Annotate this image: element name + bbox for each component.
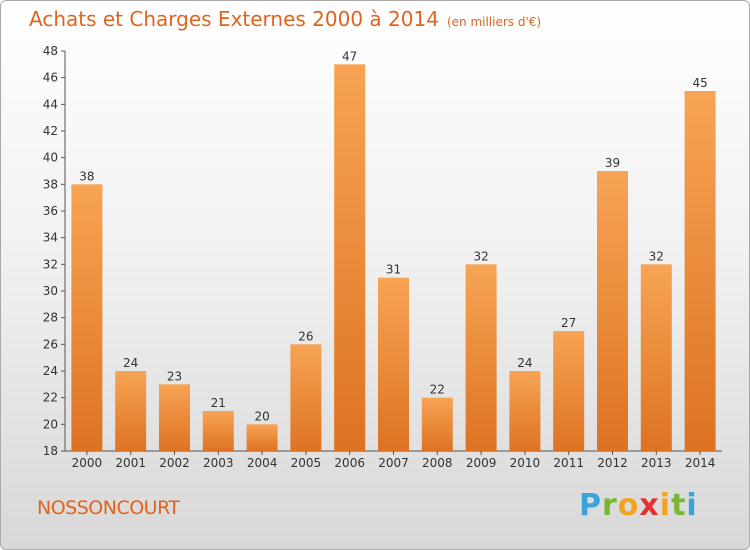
y-tick-label: 48 bbox=[43, 44, 58, 58]
x-tick-label: 2006 bbox=[334, 456, 365, 470]
bar bbox=[115, 371, 147, 451]
chart-title-block: Achats et Charges Externes 2000 à 2014 (e… bbox=[29, 7, 541, 31]
y-tick-label: 34 bbox=[43, 231, 58, 245]
commune-name: NOSSONCOURT bbox=[37, 497, 180, 519]
bar bbox=[640, 264, 672, 451]
y-tick-label: 36 bbox=[43, 204, 58, 218]
bar bbox=[597, 171, 628, 451]
x-tick-label: 2009 bbox=[466, 456, 497, 470]
y-tick-label: 42 bbox=[43, 124, 58, 138]
bar-value-label: 20 bbox=[254, 409, 269, 423]
y-tick-label: 22 bbox=[43, 391, 58, 405]
bar-value-label: 39 bbox=[605, 156, 620, 170]
bar-value-label: 26 bbox=[298, 329, 313, 343]
x-tick-label: 2007 bbox=[378, 456, 409, 470]
bar bbox=[71, 184, 103, 452]
y-tick-label: 30 bbox=[43, 284, 58, 298]
bar bbox=[684, 91, 716, 451]
bar bbox=[421, 397, 453, 451]
x-tick-label: 2004 bbox=[247, 456, 278, 470]
y-tick-label: 32 bbox=[43, 257, 58, 271]
bar-value-label: 45 bbox=[692, 76, 707, 90]
x-tick-label: 2005 bbox=[291, 456, 322, 470]
y-tick-label: 28 bbox=[43, 311, 58, 325]
bar-value-label: 27 bbox=[561, 316, 576, 330]
bar-value-label: 24 bbox=[517, 356, 532, 370]
x-tick-label: 2013 bbox=[641, 456, 672, 470]
bar-value-label: 32 bbox=[649, 249, 664, 263]
y-tick-label: 40 bbox=[43, 151, 58, 165]
x-tick-label: 2014 bbox=[685, 456, 716, 470]
bar-value-label: 32 bbox=[473, 249, 488, 263]
chart-subtitle: (en milliers d'€) bbox=[446, 15, 542, 29]
x-tick-label: 2000 bbox=[72, 456, 103, 470]
bar-value-label: 47 bbox=[342, 49, 357, 63]
chart-title: Achats et Charges Externes 2000 à 2014 bbox=[29, 7, 439, 31]
y-tick-label: 38 bbox=[43, 177, 58, 191]
bar-value-label: 24 bbox=[123, 356, 138, 370]
bar bbox=[378, 277, 409, 451]
bar-value-label: 31 bbox=[386, 263, 401, 277]
x-tick-label: 2001 bbox=[115, 456, 146, 470]
bar bbox=[334, 64, 366, 452]
y-tick-label: 18 bbox=[43, 444, 58, 458]
y-tick-label: 20 bbox=[43, 417, 58, 431]
x-tick-label: 2011 bbox=[553, 456, 584, 470]
y-tick-label: 46 bbox=[43, 71, 58, 85]
bar bbox=[202, 411, 234, 451]
bar bbox=[509, 371, 541, 451]
proxiti-logo: Proxiti bbox=[579, 488, 698, 523]
bar-value-label: 38 bbox=[79, 169, 94, 183]
bar-value-label: 23 bbox=[167, 369, 182, 383]
bar bbox=[159, 384, 190, 451]
bar bbox=[290, 344, 322, 451]
x-tick-label: 2008 bbox=[422, 456, 453, 470]
y-tick-label: 24 bbox=[43, 364, 58, 378]
bar bbox=[246, 424, 278, 451]
y-tick-label: 44 bbox=[43, 97, 58, 111]
bar-value-label: 21 bbox=[211, 396, 226, 410]
bar-value-label: 22 bbox=[430, 383, 445, 397]
x-tick-label: 2012 bbox=[597, 456, 628, 470]
x-tick-label: 2003 bbox=[203, 456, 234, 470]
x-tick-label: 2002 bbox=[159, 456, 190, 470]
bar bbox=[465, 264, 497, 451]
x-tick-label: 2010 bbox=[510, 456, 541, 470]
bar bbox=[553, 331, 585, 451]
y-tick-label: 26 bbox=[43, 337, 58, 351]
